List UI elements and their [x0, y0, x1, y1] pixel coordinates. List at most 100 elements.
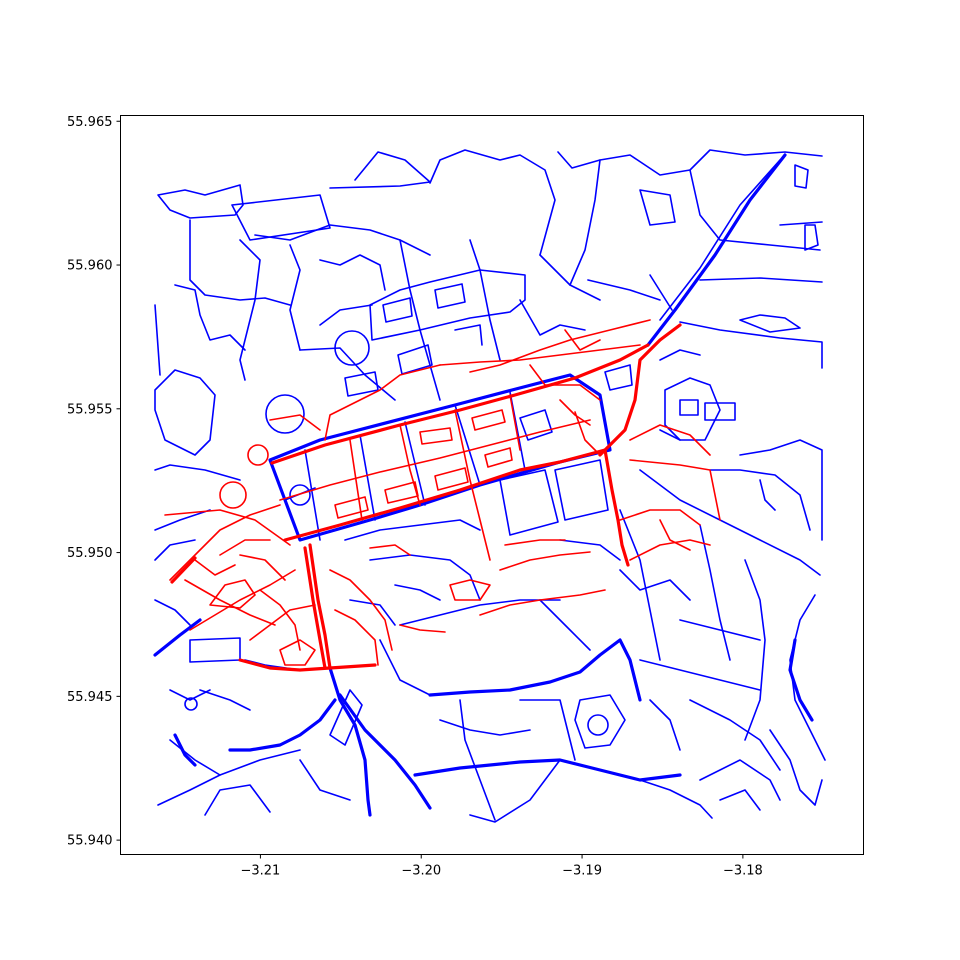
blue-road [231, 194, 331, 241]
red-road [270, 343, 650, 465]
red-road [603, 448, 630, 567]
blue-road [329, 689, 363, 746]
red-road [334, 609, 379, 666]
red-road [247, 444, 269, 466]
red-road [334, 496, 369, 519]
red-road [349, 439, 363, 521]
blue-road [439, 719, 531, 736]
blue-road [349, 599, 396, 626]
red-road [283, 448, 607, 542]
blue-road [788, 638, 814, 722]
blue-road [154, 539, 196, 561]
red-road [324, 364, 441, 441]
blue-road [359, 434, 376, 521]
red-road [469, 319, 651, 373]
red-road [219, 539, 271, 556]
blue-road [619, 569, 691, 601]
blue-road [429, 149, 556, 256]
blue-road [704, 402, 736, 421]
blue-road [739, 439, 823, 541]
red-road [279, 419, 591, 501]
blue-road [334, 330, 370, 366]
blue-road [154, 464, 241, 481]
blue-road [299, 347, 396, 401]
red-road [629, 459, 721, 521]
red-road [308, 543, 332, 670]
blue-road [744, 559, 766, 741]
blue-road [329, 151, 431, 189]
blue-road [559, 539, 621, 561]
blue-road [199, 689, 251, 711]
red-road [384, 481, 419, 504]
blue-road [554, 459, 609, 521]
red-road [164, 509, 291, 546]
blue-road [659, 429, 681, 441]
blue-road [434, 283, 466, 309]
red-road [504, 539, 566, 546]
red-street-network [164, 319, 721, 672]
blue-road [639, 469, 821, 576]
red-road [269, 414, 321, 431]
red-road [434, 467, 469, 491]
blue-road [619, 509, 661, 661]
blue-road [639, 189, 676, 226]
red-road [249, 604, 316, 641]
red-road [574, 411, 601, 456]
blue-road [649, 699, 681, 751]
blue-road [265, 394, 305, 434]
blue-road [169, 689, 211, 701]
blue-road [539, 599, 591, 651]
red-road [449, 579, 491, 601]
blue-road [397, 344, 433, 375]
blue-road [459, 699, 496, 821]
blue-road [344, 519, 481, 541]
red-road [529, 364, 601, 401]
blue-road [289, 244, 301, 351]
blue-road [519, 299, 586, 336]
blue-road [739, 314, 801, 333]
blue-road [154, 369, 216, 456]
red-road [239, 554, 286, 581]
blue-road [646, 153, 787, 347]
red-road [219, 481, 247, 509]
y-tick-label: 55.950 [67, 546, 113, 561]
blue-road [174, 284, 246, 351]
blue-road [153, 618, 202, 657]
blue-road [228, 698, 337, 752]
red-road [259, 589, 301, 651]
blue-road [679, 399, 699, 416]
blue-road [719, 789, 761, 811]
blue-road [639, 779, 713, 819]
red-road [209, 579, 256, 609]
red-road [369, 544, 411, 556]
blue-road [659, 159, 781, 321]
blue-road [779, 221, 823, 226]
blue-road [394, 584, 441, 601]
y-tick-label: 55.955 [67, 402, 113, 417]
y-tick-label: 55.940 [67, 834, 113, 849]
blue-road [604, 364, 633, 391]
blue-road [639, 659, 761, 691]
red-road [419, 427, 453, 445]
red-road [439, 344, 641, 366]
red-road [484, 447, 513, 468]
blue-road [304, 449, 321, 541]
y-tick-label: 55.960 [67, 259, 113, 274]
blue-road [804, 224, 819, 251]
blue-road [469, 239, 501, 361]
red-road [629, 424, 711, 456]
blue-road [794, 164, 809, 189]
red-road [479, 589, 606, 616]
blue-road [557, 149, 823, 176]
red-road [659, 519, 691, 551]
blue-road [569, 159, 601, 286]
y-tick-label: 55.945 [67, 690, 113, 705]
blue-road [299, 759, 351, 801]
blue-road [699, 524, 731, 661]
blue-road [689, 169, 821, 251]
x-tick-label: −3.18 [723, 864, 763, 879]
red-road [399, 624, 446, 633]
blue-road [679, 619, 761, 641]
